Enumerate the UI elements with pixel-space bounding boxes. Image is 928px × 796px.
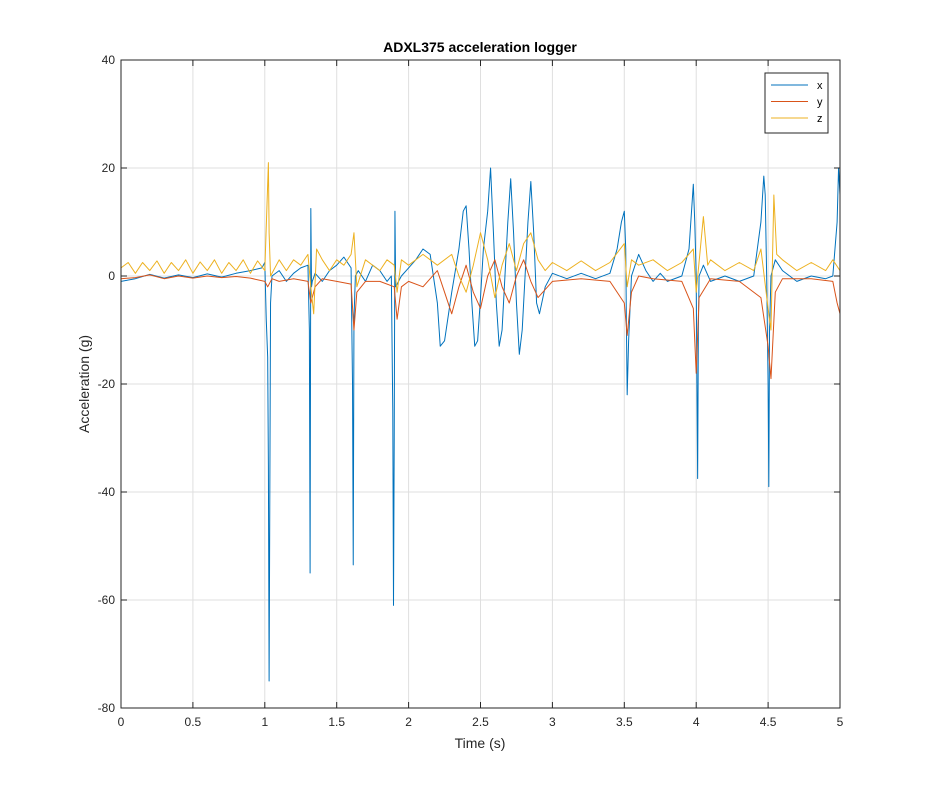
chart-title: ADXL375 acceleration logger: [383, 39, 577, 55]
y-axis-label: Acceleration (g): [76, 335, 92, 433]
y-tick-label: -40: [98, 485, 116, 499]
series-lines: [121, 162, 840, 682]
y-tick-label: 40: [102, 53, 116, 67]
x-axis-label: Time (s): [455, 735, 506, 751]
y-tick-label: -20: [98, 377, 116, 391]
y-tick-label: -60: [98, 593, 116, 607]
legend: xyz: [764, 72, 829, 134]
axis-ticks: 0 0.5 1 1.5 2 2.5 3 3.5 4 4.5 5 40 20 0 -20 -40 -60 -80: [98, 53, 844, 729]
x-tick-label: 3: [549, 715, 556, 729]
y-tick-label: -80: [98, 701, 116, 715]
x-tick-label: 0.5: [185, 715, 202, 729]
x-tick-label: 4.5: [760, 715, 777, 729]
legend-label-x: x: [817, 80, 823, 92]
series-line-z: [121, 162, 840, 331]
x-tick-label: 0: [118, 715, 125, 729]
x-tick-label: 2.5: [472, 715, 489, 729]
x-tick-label: 3.5: [616, 715, 633, 729]
x-tick-label: 1.5: [328, 715, 345, 729]
legend-label-y: y: [817, 97, 823, 109]
legend-label-z: z: [817, 113, 823, 125]
x-tick-label: 4: [693, 715, 700, 729]
series-line-y: [121, 259, 840, 380]
x-tick-label: 1: [261, 715, 268, 729]
x-tick-label: 5: [837, 715, 844, 729]
x-tick-label: 2: [405, 715, 412, 729]
legend-box: [764, 72, 829, 134]
y-tick-label: 20: [102, 161, 116, 175]
y-tick-label: 0: [108, 269, 115, 283]
